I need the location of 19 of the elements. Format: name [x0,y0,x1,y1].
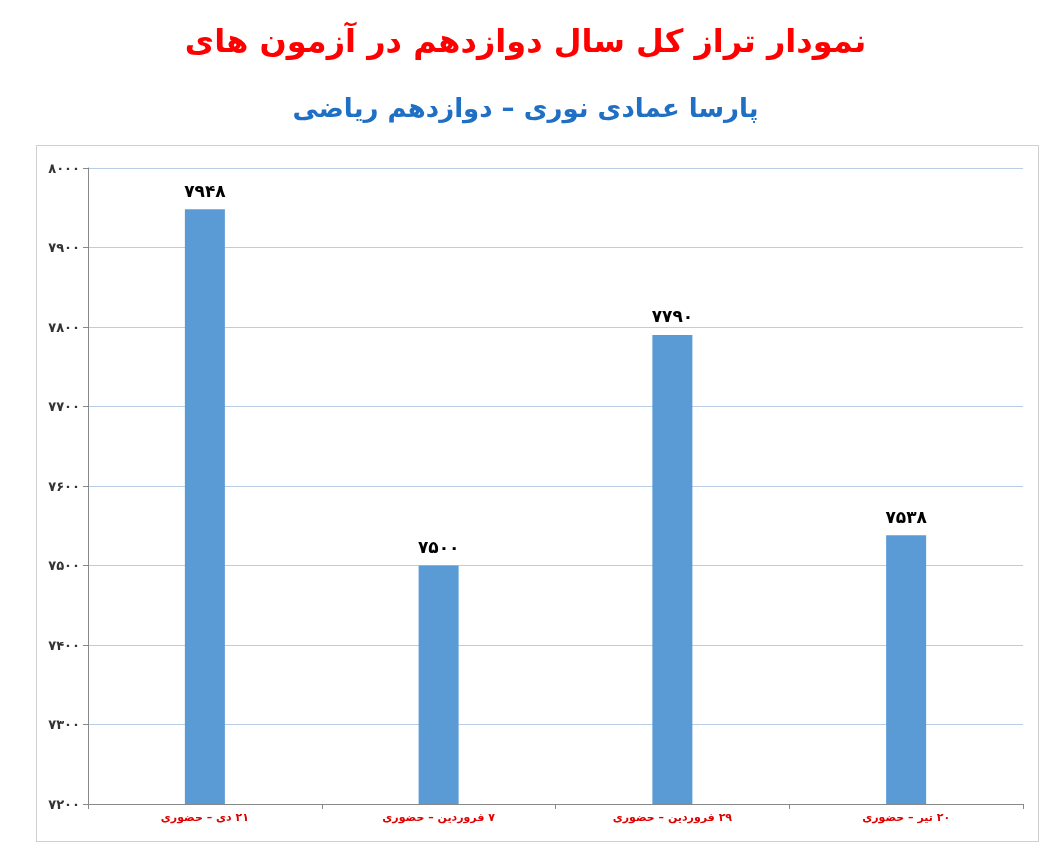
chart-subtitle: پارسا عمادی نوری – دوازدهم ریاضی [292,93,759,124]
y-tick-label: ۷۲۰۰ [48,796,80,812]
x-tick-label: ۲۱ دی – حضوری [160,811,249,824]
y-tick-label: ۷۹۰۰ [48,240,80,255]
y-tick-label: ۸۰۰۰ [48,160,80,176]
x-tick-label: ۲۹ فروردین – حضوری [612,811,733,824]
y-tick-label: ۷۷۰۰ [48,399,80,414]
data-label: ۷۵۰۰ [417,537,460,557]
y-tick-label: ۷۴۰۰ [48,637,80,653]
y-tick-label: ۷۵۰۰ [48,558,80,573]
y-tick-label: ۷۸۰۰ [48,319,80,335]
y-tick-label: ۷۶۰۰ [48,478,80,494]
x-tick-label: ۷ فروردین – حضوری [382,811,496,824]
y-tick-label: ۷۳۰۰ [48,717,80,732]
data-label: ۷۹۴۸ [184,180,227,201]
data-label: ۷۵۳۸ [885,506,928,527]
x-tick-label: ۲۰ تیر – حضوری [862,811,951,824]
data-label: ۷۷۹۰ [651,306,694,327]
chart-title: نمودار تراز کل سال دوازدهم در آزمون های [184,21,867,60]
